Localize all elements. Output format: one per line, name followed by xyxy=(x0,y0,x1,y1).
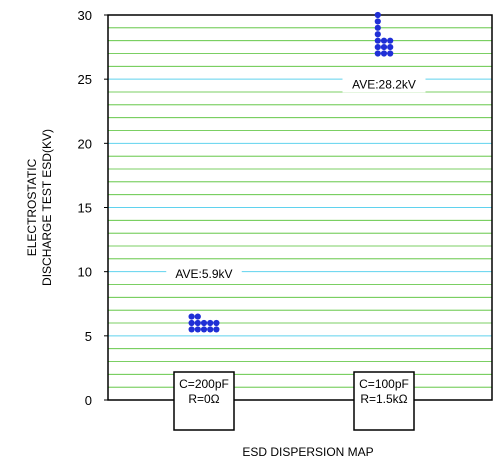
annotation-background xyxy=(166,264,242,283)
data-point xyxy=(207,319,214,327)
data-point xyxy=(200,326,208,333)
data-point xyxy=(387,43,394,51)
condition-label: R=1.5kΩ xyxy=(360,392,407,406)
data-point xyxy=(374,11,381,19)
y-tick-label: 5 xyxy=(85,329,92,344)
average-annotations: AVE:5.9kV AVE:28.2kV xyxy=(166,74,426,283)
data-point xyxy=(213,319,220,327)
data-point xyxy=(188,319,195,327)
y-tick-label: 30 xyxy=(78,8,92,23)
data-point xyxy=(387,37,394,44)
data-point xyxy=(374,37,381,44)
data-point xyxy=(194,319,201,327)
data-points xyxy=(188,11,394,333)
y-tick-label: 20 xyxy=(78,136,92,151)
data-point xyxy=(213,326,220,333)
gridlines xyxy=(108,27,492,388)
data-point xyxy=(188,326,195,333)
condition-label: C=100pF xyxy=(359,377,409,391)
average-annotation: AVE:5.9kV xyxy=(175,267,232,281)
data-point xyxy=(374,18,381,25)
y-tick-label: 10 xyxy=(78,265,92,280)
data-point xyxy=(374,43,381,51)
data-point xyxy=(200,319,208,327)
annotation-background xyxy=(342,74,426,93)
data-point xyxy=(207,326,214,333)
y-axis-ticks: 0 5 10 15 20 25 30 xyxy=(78,8,108,408)
data-point xyxy=(194,326,201,333)
average-annotation: AVE:28.2kV xyxy=(352,77,416,91)
data-point xyxy=(380,50,388,57)
y-tick-label: 15 xyxy=(78,201,92,216)
data-point xyxy=(194,313,201,320)
y-tick-label: 0 xyxy=(85,393,92,408)
y-axis-title: ELECTROSTATIC DISCHARGE TEST ESD(KV) xyxy=(25,129,54,286)
data-point xyxy=(374,24,381,31)
condition-label: C=200pF xyxy=(179,377,229,391)
data-point xyxy=(374,50,381,57)
data-point xyxy=(374,31,381,38)
y-tick-label: 25 xyxy=(78,72,92,87)
data-point xyxy=(380,37,388,44)
condition-box xyxy=(173,371,235,431)
condition-label: R=0Ω xyxy=(188,392,219,406)
data-point xyxy=(380,43,388,51)
data-point xyxy=(188,313,195,320)
data-point xyxy=(387,50,394,57)
x-axis-title: ESD DISPERSION MAP xyxy=(242,445,373,459)
y-axis-title-line: ELECTROSTATIC xyxy=(25,158,39,256)
condition-box xyxy=(353,371,415,431)
y-axis-title-line: DISCHARGE TEST ESD(KV) xyxy=(40,129,54,286)
